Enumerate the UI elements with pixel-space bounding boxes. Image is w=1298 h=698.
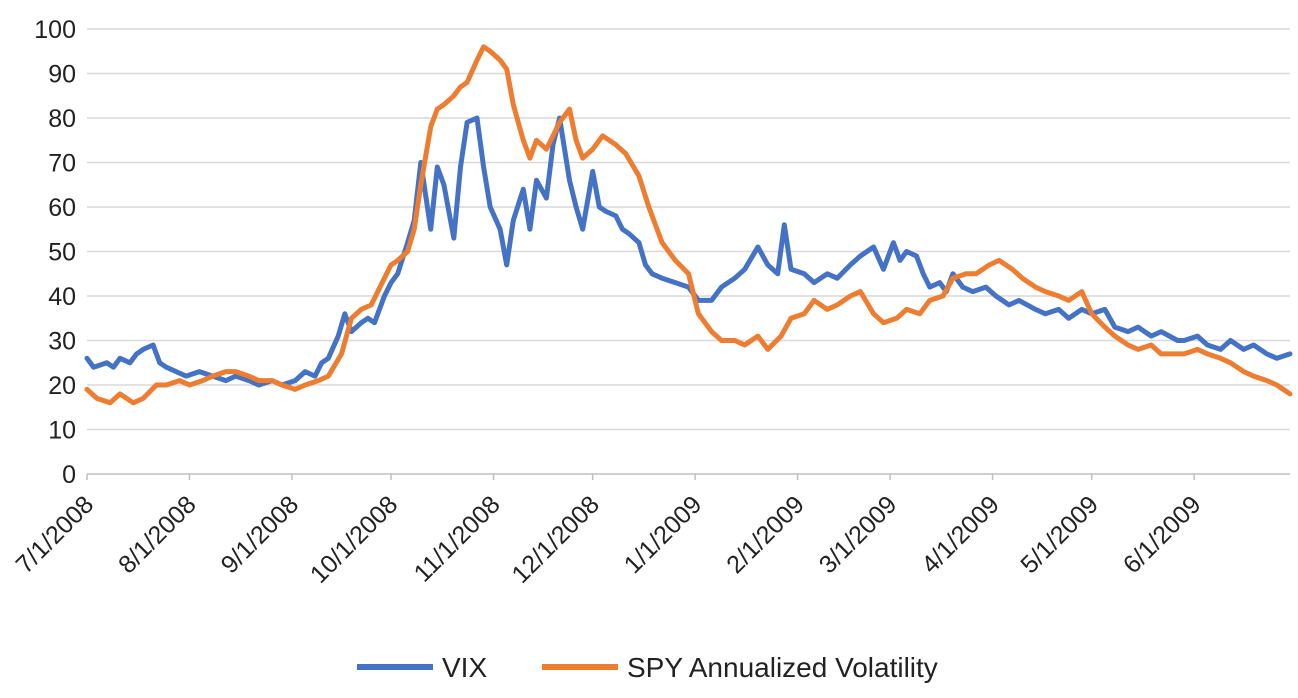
y-tick-label: 40 xyxy=(48,283,76,311)
x-tick-label: 11/1/2008 xyxy=(409,490,506,587)
y-tick-label: 80 xyxy=(48,105,76,133)
y-tick-label: 90 xyxy=(48,61,76,89)
legend: VIX SPY Annualized Volatility xyxy=(357,652,938,683)
y-tick-label: 100 xyxy=(34,16,76,44)
x-tick-label: 3/1/2009 xyxy=(814,490,903,579)
x-tick-label: 12/1/2008 xyxy=(506,490,604,588)
x-tick-label: 9/1/2008 xyxy=(216,490,305,579)
y-tick-label: 20 xyxy=(48,372,76,400)
x-tick-label: 6/1/2009 xyxy=(1118,490,1207,579)
x-tick-label: 2/1/2009 xyxy=(721,490,810,579)
legend-label: SPY Annualized Volatility xyxy=(627,652,938,683)
y-tick-label: 50 xyxy=(48,239,76,267)
series-lines xyxy=(84,44,1293,406)
x-tick-label: 1/1/2009 xyxy=(619,490,708,579)
x-tick-label: 4/1/2009 xyxy=(916,490,1005,579)
x-axis-ticks: 7/1/2008 8/1/2008 9/1/2008 10/1/2008 11/1/20… xyxy=(11,474,1207,589)
legend-label: VIX xyxy=(442,652,487,683)
x-tick-label: 8/1/2008 xyxy=(113,490,202,579)
x-tick-label: 10/1/2008 xyxy=(305,490,403,588)
x-tick-label: 7/1/2008 xyxy=(11,490,100,579)
series-line-0 xyxy=(84,115,1293,388)
x-tick-label: 5/1/2009 xyxy=(1015,490,1104,579)
y-tick-label: 70 xyxy=(48,150,76,178)
y-tick-label: 60 xyxy=(48,194,76,222)
y-tick-label: 30 xyxy=(48,328,76,356)
y-tick-label: 0 xyxy=(62,461,76,489)
y-axis-ticks: 0 10 20 30 40 50 60 70 80 90 100 xyxy=(34,16,76,489)
y-tick-label: 10 xyxy=(48,417,76,445)
series-line-1 xyxy=(84,44,1293,406)
gridlines xyxy=(87,28,1290,475)
